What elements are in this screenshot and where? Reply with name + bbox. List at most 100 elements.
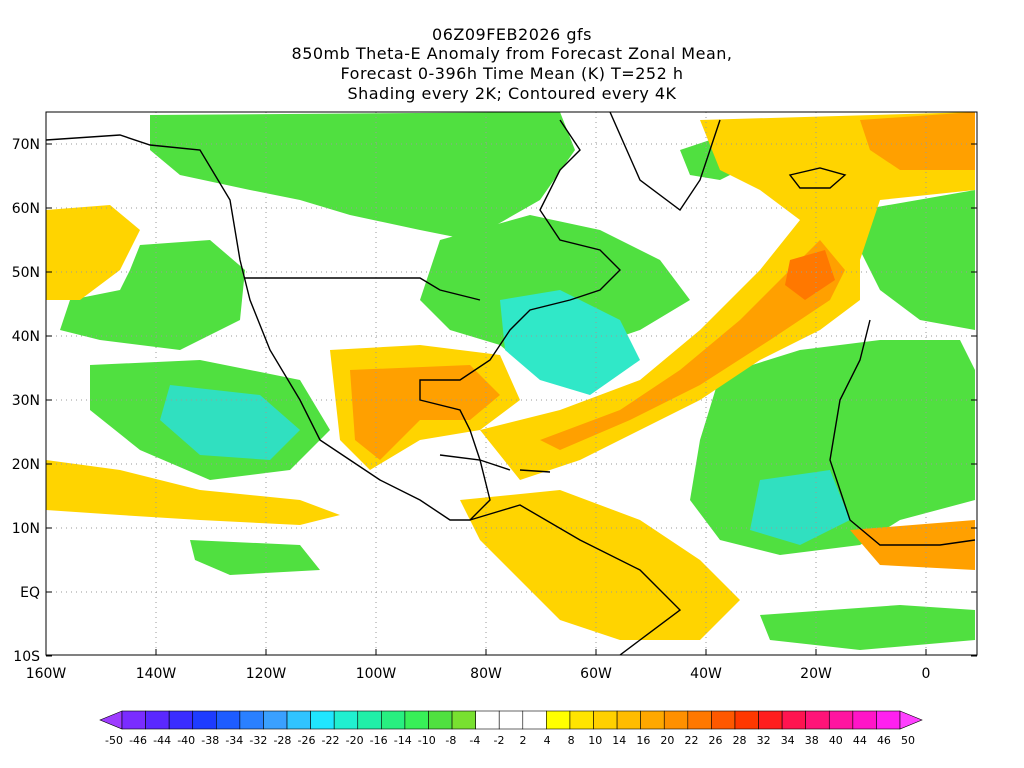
title-line-4: Shading every 2K; Contoured every 4K: [347, 84, 677, 103]
green-region-east-pacific-north: [60, 240, 245, 350]
colorbar-label: -4: [469, 734, 480, 747]
colorbar-swatch: [216, 710, 241, 730]
colorbar-label: 10: [588, 734, 602, 747]
colorbar-swatch: [546, 710, 571, 730]
colorbar-swatch: [569, 710, 594, 730]
colorbar-label: 32: [757, 734, 771, 747]
title-line-1: 06Z09FEB2026 gfs: [432, 25, 592, 44]
colorbar-label: 8: [568, 734, 575, 747]
graticule: [46, 112, 977, 655]
colorbar-label: -22: [322, 734, 340, 747]
colorbar-label: 28: [733, 734, 747, 747]
lon-tick-label: 80W: [470, 666, 502, 682]
orange-region-greenland: [860, 112, 975, 170]
colorbar-label: -50: [105, 734, 123, 747]
colorbar-swatch: [640, 710, 665, 730]
colorbar-label: 4: [544, 734, 551, 747]
lat-tick-label: 10S: [13, 649, 40, 665]
title-line-3: Forecast 0-396h Time Mean (K) T=252 h: [340, 64, 684, 83]
colorbar-label: -14: [394, 734, 412, 747]
colorbar-min-arrow: [99, 710, 123, 730]
colorbar-label: 34: [781, 734, 795, 747]
coastlines: [46, 112, 976, 655]
colorbar-swatch: [876, 710, 901, 730]
lat-tick-label: 20N: [12, 457, 40, 473]
cyan-region-east-pacific: [160, 385, 300, 460]
colorbar-swatch: [286, 710, 311, 730]
cyan-region-east-atlantic: [750, 470, 850, 545]
lon-tick-label: 160W: [26, 666, 67, 682]
colorbar-swatch: [522, 710, 547, 730]
colorbar-label: -44: [153, 734, 171, 747]
colorbar-swatch: [168, 710, 194, 730]
orange-region-atmospheric-river: [540, 240, 845, 450]
colorbar-label: 22: [684, 734, 698, 747]
green-region-south-atlantic: [760, 605, 975, 650]
lat-tick-label: 10N: [12, 521, 40, 537]
colorbar-label: 16: [636, 734, 650, 747]
colorbar-swatch: [192, 710, 217, 730]
colorbar-swatch: [781, 710, 806, 730]
lat-tick-label: 70N: [12, 137, 40, 153]
colorbar-label: -20: [346, 734, 364, 747]
colorbar-label: 26: [709, 734, 723, 747]
colorbar-swatch: [852, 710, 877, 730]
colorbar-swatch: [263, 710, 288, 730]
yellow-region-south-america: [460, 490, 740, 640]
lat-tick-label: 40N: [12, 329, 40, 345]
colorbar-label: 2: [520, 734, 527, 747]
yellow-region-atmospheric-river: [480, 112, 975, 480]
colorbar-swatch: [310, 710, 335, 730]
colorbar-swatch: [451, 710, 476, 730]
colorbar-swatch: [498, 710, 524, 730]
coastline-north-america: [46, 119, 621, 521]
colorbar-swatch: [734, 710, 759, 730]
green-region-europe: [860, 190, 975, 330]
colorbar-label: -32: [249, 734, 267, 747]
colorbar-swatch: [381, 710, 406, 730]
colorbar-swatch: [333, 710, 359, 730]
lon-tick-label: 120W: [246, 666, 287, 682]
colorbar-label: -10: [418, 734, 436, 747]
cyan-region-northeast-us: [500, 290, 640, 395]
lon-tick-label: 60W: [580, 666, 612, 682]
yellow-region-pacific-band: [46, 460, 340, 525]
colorbar-swatch: [663, 710, 689, 730]
lat-tick-label: 30N: [12, 393, 40, 409]
colorbar-label: -40: [177, 734, 195, 747]
lon-tick-label: 140W: [136, 666, 177, 682]
colorbar-swatch: [239, 710, 264, 730]
lon-tick-label: 40W: [690, 666, 722, 682]
coastline-greenland: [609, 112, 721, 212]
latitude-axis: 70N 60N 50N 40N 30N 20N 10N EQ 10S: [12, 137, 977, 665]
coastline-south-america: [469, 504, 682, 655]
lat-tick-label: 60N: [12, 201, 40, 217]
colorbar-label: -38: [201, 734, 219, 747]
colorbar-label: -46: [129, 734, 147, 747]
red-region-atmospheric-river-core: [785, 250, 835, 300]
colorbar-swatch: [616, 710, 641, 730]
colorbar-label: -34: [225, 734, 243, 747]
colorbar-label: 46: [877, 734, 891, 747]
coastline-hispaniola: [519, 469, 551, 473]
title-line-2: 850mb Theta-E Anomaly from Forecast Zona…: [291, 44, 733, 63]
lon-tick-label: 0: [922, 666, 931, 682]
colorbar-swatch: [711, 710, 736, 730]
colorbar-label: -28: [273, 734, 291, 747]
colorbar-swatch: [145, 710, 170, 730]
lon-tick-label: 100W: [356, 666, 397, 682]
colorbar-swatch: [404, 710, 429, 730]
us-canada-border: [245, 277, 481, 301]
coastline-cuba: [439, 454, 511, 471]
orange-region-gulf-mexico: [350, 365, 500, 460]
colorbar-label: -16: [370, 734, 388, 747]
colorbar-swatch: [475, 710, 500, 730]
colorbar-swatch: [687, 710, 712, 730]
lat-tick-label: 50N: [12, 265, 40, 281]
colorbar-swatch: [805, 710, 830, 730]
colorbar-max-arrow: [899, 710, 923, 730]
colorbar-label: -2: [493, 734, 504, 747]
map-panel: [45, 111, 978, 656]
colorbar-swatch: [593, 710, 618, 730]
